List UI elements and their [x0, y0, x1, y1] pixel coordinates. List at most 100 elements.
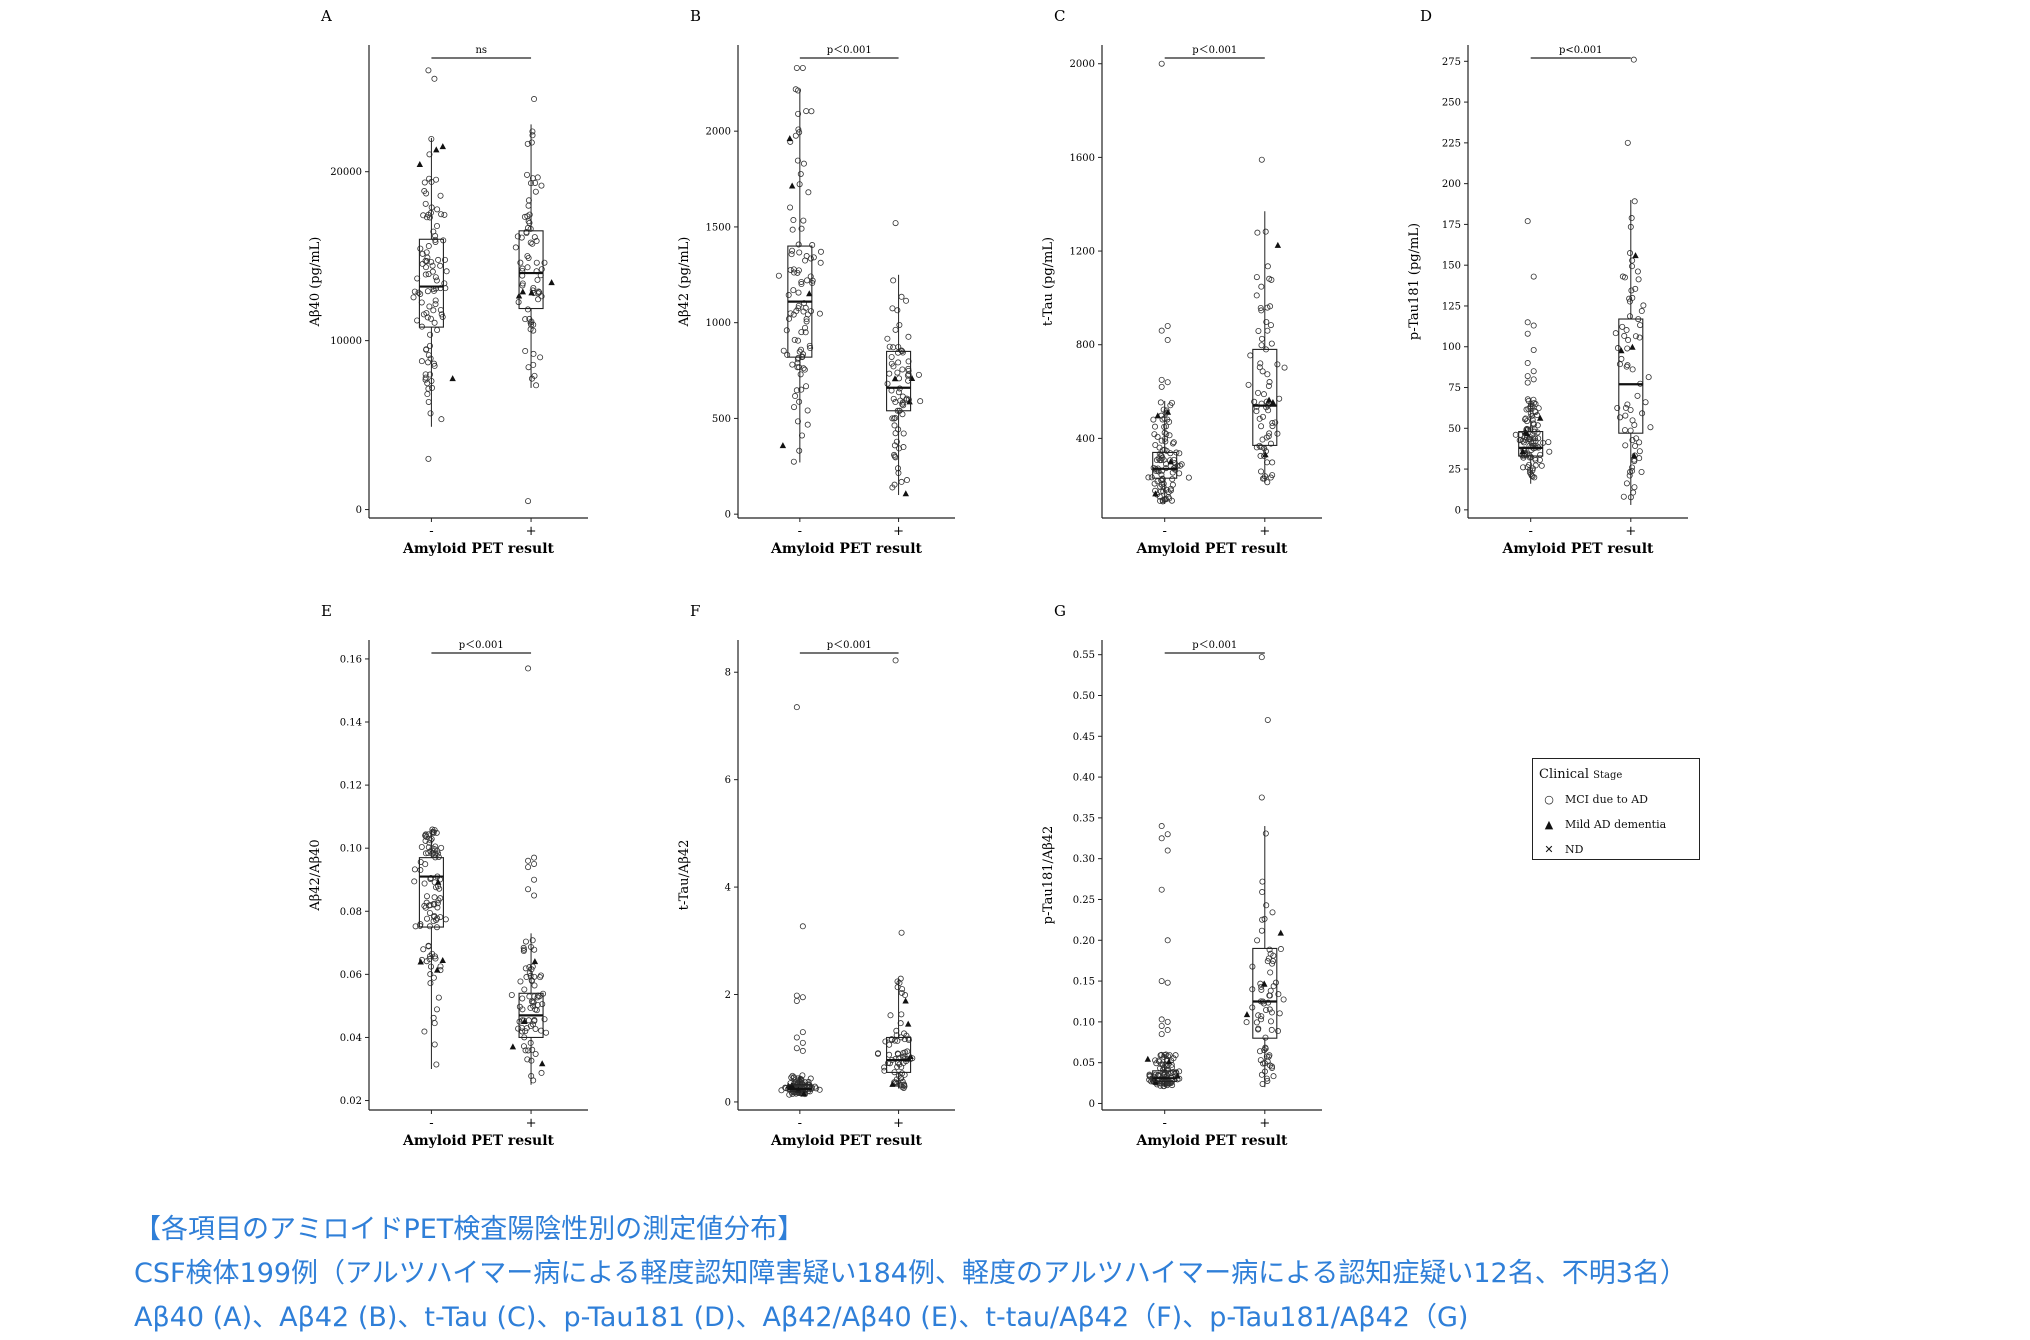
panel-f-point-1-32 — [898, 989, 905, 996]
panel-a-point-0-65 — [432, 232, 439, 239]
panel-a-xtick-label-0: - — [429, 524, 433, 539]
panel-c-point-0-46 — [1152, 442, 1159, 449]
panel-e-point-1-30 — [524, 1056, 531, 1063]
panel-e-point-1-6 — [520, 1043, 527, 1050]
panel-g-point-1-69 — [1266, 1062, 1273, 1069]
panel-d-point-1-49 — [1636, 448, 1643, 455]
panel-f-ytick-label-0: 0 — [725, 1097, 731, 1108]
panel-f-outlier-0-6 — [793, 1034, 800, 1041]
panel-a-point-0-90 — [421, 179, 428, 186]
panel-a-outlier-1-0 — [525, 498, 532, 505]
panel-e-triangle-1-1 — [521, 1017, 528, 1024]
panel-c-point-1-56 — [1259, 436, 1266, 443]
panel-b-point-1-5 — [900, 444, 907, 451]
panel-b-point-0-43 — [808, 108, 815, 115]
panel-b-ytick-label-4: 2000 — [706, 127, 731, 138]
panel-g-point-1-34 — [1258, 983, 1265, 990]
panel-g-triangle-0-3 — [1144, 1055, 1152, 1062]
panel-b-point-0-19 — [794, 418, 801, 425]
panel-b-point-1-69 — [891, 442, 898, 449]
panel-b-point-0-77 — [788, 251, 795, 258]
panel-g-point-1-54 — [1243, 1019, 1250, 1026]
panel-d-point-0-80 — [1532, 457, 1539, 464]
panel-e-outlier-1-1 — [531, 854, 538, 861]
panel-a-point-1-44 — [525, 202, 532, 209]
panel-a-point-0-86 — [427, 209, 434, 216]
panel-e-point-1-56 — [527, 1023, 534, 1030]
panel-a-point-0-1 — [441, 256, 448, 263]
panel-b-point-0-29 — [803, 108, 810, 115]
panel-d-point-1-32 — [1621, 427, 1628, 434]
panel-e-point-1-58 — [532, 1051, 539, 1058]
panel-a-point-0-28 — [437, 192, 444, 199]
panel-b-point-0-89 — [795, 305, 802, 312]
panel-d-point-1-55 — [1635, 276, 1642, 283]
panel-d-point-1-35 — [1623, 363, 1630, 370]
panel-d-outlier-0-3 — [1530, 322, 1537, 329]
panel-c-ytick-label-1: 800 — [1076, 340, 1095, 351]
panel-a-point-0-92 — [423, 258, 430, 265]
panel-a-point-0-21 — [429, 262, 436, 269]
panel-b-letter: B — [690, 7, 701, 25]
panel-d-point-1-8 — [1618, 355, 1625, 362]
panel-b-point-1-4 — [895, 359, 902, 366]
panel-g-point-1-1 — [1267, 1018, 1274, 1025]
panel-d-point-0-67 — [1519, 437, 1526, 444]
panel-e-outlier-1-5 — [531, 876, 538, 883]
panel-b-point-0-12 — [790, 287, 797, 294]
panel-d-point-1-63 — [1621, 332, 1628, 339]
panel-e-point-1-26 — [528, 998, 535, 1005]
panel-e-ytick-label-6: 0.14 — [340, 718, 362, 729]
caption-sample-description: CSF検体199例（アルツハイマー病による軽度認知障害疑い184例、軽度のアルツ… — [134, 1258, 1687, 1289]
panel-a-point-0-40 — [428, 259, 435, 266]
panel-b-point-1-33 — [898, 293, 905, 300]
panel-d-point-0-63 — [1520, 464, 1527, 471]
panel-a-point-0-29 — [435, 256, 442, 263]
panel-b-point-0-86 — [807, 273, 814, 280]
panel-d-point-0-47 — [1534, 429, 1541, 436]
panel-b-point-1-68 — [895, 389, 902, 396]
panel-d-point-0-38 — [1524, 464, 1531, 471]
panel-f-point-1-14 — [898, 1011, 905, 1018]
panel-c-point-0-30 — [1148, 474, 1155, 481]
panel-d-point-0-31 — [1546, 448, 1553, 455]
panel-e-point-0-77 — [420, 946, 427, 953]
panel-d-outlier-0-7 — [1530, 368, 1537, 375]
panel-g-point-1-56 — [1262, 830, 1269, 837]
panel-a-point-1-18 — [524, 306, 531, 313]
panel-d-letter: D — [1420, 7, 1432, 25]
panel-d-point-1-12 — [1628, 215, 1635, 222]
panel-f-outlier-1-0 — [892, 657, 899, 664]
panel-b-point-0-83 — [796, 398, 803, 405]
panel-f-ytick-label-4: 8 — [725, 668, 731, 679]
panel-g-outlier-0-6 — [1158, 978, 1165, 985]
panel-b-point-0-80 — [796, 249, 803, 256]
panel-a-point-0-19 — [425, 398, 432, 405]
panel-e-point-1-50 — [526, 970, 533, 977]
panel-c-point-0-66 — [1160, 406, 1167, 413]
panel-a-point-1-68 — [524, 171, 531, 178]
panel-g-triangle-0-0 — [1165, 1058, 1173, 1065]
panel-a-point-1-63 — [527, 239, 534, 246]
panel-e-point-0-76 — [426, 923, 433, 930]
panel-c-point-1-12 — [1263, 319, 1270, 326]
panel-b-point-0-76 — [795, 241, 802, 248]
panel-e-triangle-0-2 — [434, 878, 442, 885]
panel-d-point-1-10 — [1627, 250, 1634, 257]
panel-a-outlier-0-2 — [425, 455, 432, 462]
figure-caption: 【各項目のアミロイドPET検査陽陰性別の測定値分布】 CSF検体199例（アルツ… — [134, 1208, 2014, 1340]
panel-e-point-1-14 — [531, 1017, 538, 1024]
panel-d-point-1-44 — [1614, 405, 1621, 412]
panel-a-outlier-0-0 — [425, 67, 432, 74]
panel-f-point-1-69 — [874, 1050, 881, 1057]
panel-a-point-0-75 — [439, 313, 446, 320]
panel-a-point-0-9 — [433, 277, 440, 284]
panel-d-point-1-25 — [1629, 366, 1636, 373]
panel-g-ytick-label-7: 0.35 — [1073, 813, 1095, 824]
panel-e-point-1-25 — [515, 1025, 522, 1032]
panel-a-point-1-3 — [521, 213, 528, 220]
panel-d-point-0-66 — [1529, 432, 1536, 439]
panel-d-triangle-1-2 — [1632, 252, 1639, 259]
panel-c-point-1-58 — [1269, 459, 1276, 466]
